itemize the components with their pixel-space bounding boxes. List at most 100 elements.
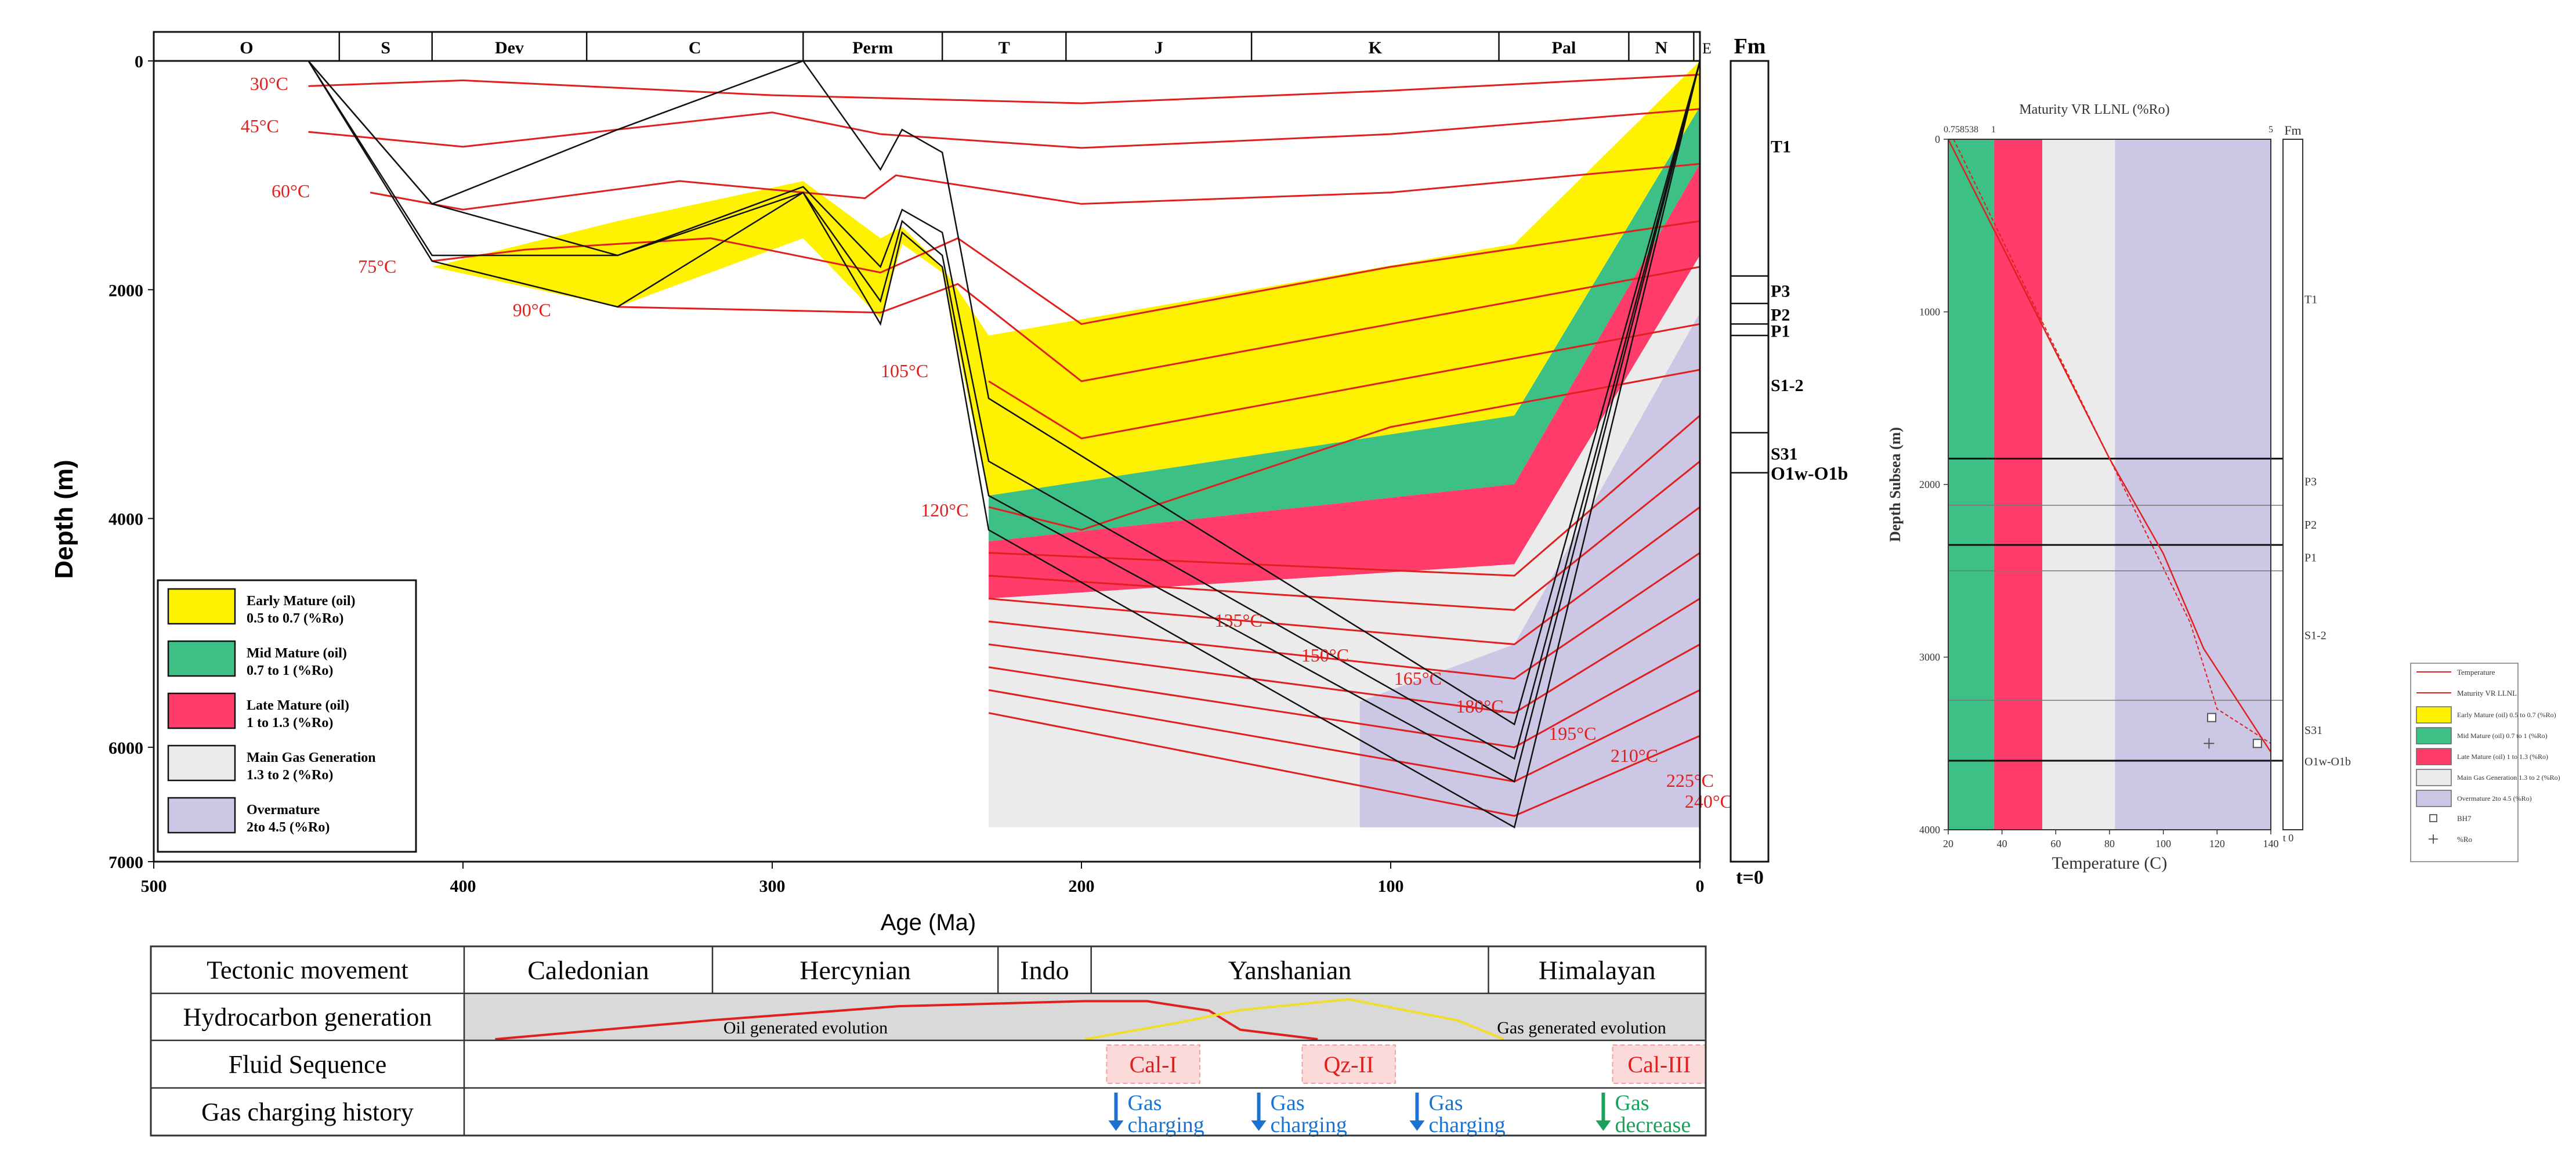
top-axis-label: 5 — [2269, 125, 2273, 135]
gas-label-line2: charging — [1428, 1113, 1505, 1137]
x-tick-label: 0 — [1696, 877, 1705, 896]
right-x-tick-label: 60 — [2050, 838, 2061, 849]
y-tick-label: 7000 — [108, 853, 143, 872]
right-formation-label-t1: T1 — [2304, 294, 2317, 306]
top-axis-label: 0.758538 — [1944, 125, 1978, 135]
x-tick-label: 200 — [1069, 877, 1095, 896]
isotherm-165c — [988, 506, 1701, 645]
isotherm-90c — [617, 266, 1701, 382]
maturity-band-early-mature — [432, 61, 1701, 496]
right-legend-label: Main Gas Generation 1.3 to 2 (%Ro) — [2457, 773, 2560, 782]
burial-curve — [307, 60, 1701, 726]
tectonic-label-yanshanian: Yanshanian — [1228, 956, 1352, 985]
isotherm-30c — [308, 74, 1701, 104]
formation-label-o1w-o1b: O1w-O1b — [1771, 463, 1848, 484]
period-label-o: O — [240, 38, 253, 57]
x-tick-label: 100 — [1378, 877, 1404, 896]
right-legend-label: Maturity VR LLNL — [2457, 689, 2517, 697]
right-formation-label-s1-2: S1-2 — [2304, 629, 2327, 642]
maturity-temperature-chart: Maturity VR LLNL (%Ro) 0.758538 1 5 20 40 60… — [1887, 102, 2560, 873]
right-x-axis: 20 40 60 80 100 120 140 — [1943, 830, 2279, 849]
formation-label-p2: P2 — [1771, 306, 1790, 325]
isotherm-label: 165°C — [1394, 668, 1442, 689]
gas-label-line2: charging — [1271, 1113, 1347, 1137]
x-axis-label: Age (Ma) — [881, 910, 976, 935]
right-band-main-gas-generation — [2042, 139, 2115, 830]
right-chart-title: Maturity VR LLNL (%Ro) — [2019, 102, 2169, 117]
isotherm-120c — [988, 368, 1701, 531]
row-label: Tectonic movement — [207, 956, 408, 985]
isotherm-105c — [988, 323, 1701, 440]
gas-arrow-head — [1409, 1120, 1425, 1131]
legend-range: 2to 4.5 (%Ro) — [247, 820, 330, 835]
period-label-t: T — [998, 38, 1010, 57]
right-y-axis-label: Depth Subsea (m) — [1887, 427, 1904, 542]
right-y-tick-label: 1000 — [1919, 306, 1940, 318]
isotherm-label: 75°C — [358, 256, 396, 277]
period-labels: O S Dev C Perm T J K Pal N E — [240, 32, 1712, 61]
right-formation-column-title: Fm — [2284, 123, 2301, 138]
y-tick-label: 0 — [135, 52, 143, 71]
x-axis: 500 400 300 200 100 0 — [141, 862, 1705, 896]
right-legend-label: %Ro — [2457, 835, 2472, 844]
period-label-n: N — [1655, 38, 1668, 57]
isotherm-label: 135°C — [1215, 610, 1262, 631]
fluid-label-cal-iii: Cal-III — [1627, 1051, 1691, 1078]
oil-curve-label: Oil generated evolution — [723, 1018, 888, 1037]
isotherm-label: 30°C — [250, 73, 288, 94]
right-legend-label: Temperature — [2457, 668, 2495, 677]
right-x-tick-label: 140 — [2263, 838, 2279, 849]
right-formation-label-p1: P1 — [2304, 551, 2317, 564]
isotherm-label: 45°C — [241, 115, 279, 136]
legend-range: 1.3 to 2 (%Ro) — [247, 768, 333, 783]
legend-swatch-main — [167, 744, 236, 782]
right-formation-label-p3: P3 — [2304, 476, 2317, 489]
right-x-tick-label: 100 — [2155, 838, 2171, 849]
right-formation-column-footer: t 0 — [2283, 832, 2294, 844]
right-band-mid-mature — [1948, 139, 1994, 830]
legend-title: Early Mature (oil) — [247, 594, 356, 609]
tectonic-label-hercynian: Hercynian — [799, 956, 911, 985]
gas-label-line1: Gas — [1615, 1091, 1649, 1115]
isotherm-150c — [989, 460, 1701, 611]
y-axis: 0 2000 4000 6000 7000 — [108, 52, 154, 872]
right-legend-label: Mid Mature (oil) 0.7 to 1 (%Ro) — [2457, 732, 2548, 740]
right-y-tick-label: 3000 — [1919, 652, 1940, 663]
isotherm-210c — [988, 643, 1701, 749]
right-formation-label-o1w-o1b: O1w-O1b — [2304, 755, 2351, 768]
period-label-k: K — [1369, 38, 1383, 57]
right-series-maturity-vr-llnl — [1953, 139, 2271, 744]
burial-curve — [307, 60, 1701, 829]
right-x-tick-label: 20 — [1943, 838, 1953, 849]
legend-swatch-early — [167, 588, 236, 625]
tectonic-label-himalayan: Himalayan — [1539, 956, 1656, 985]
plot-area: 30°C 45°C 60°C 75°C 90°C 105°C 120°C 135°C 150°C… — [153, 60, 1732, 863]
period-label-perm: Perm — [852, 38, 893, 57]
gas-arrow-head — [1108, 1120, 1124, 1131]
maturity-band-mid-mature — [989, 106, 1700, 541]
marker-box — [2207, 713, 2217, 722]
right-legend-swatch — [2416, 790, 2452, 807]
right-legend: Temperature Maturity VR LLNL Early Mature … — [2410, 663, 2560, 862]
right-y-tick-label: 2000 — [1919, 479, 1940, 490]
right-formation-column-frame — [2282, 139, 2303, 830]
right-plot-area — [1947, 139, 2303, 830]
event-table: Tectonic movement Hydrocarbon generation F… — [150, 945, 1707, 1137]
isotherm-label: 105°C — [881, 360, 928, 381]
right-y-tick-label: 4000 — [1919, 824, 1940, 836]
legend-range: 0.7 to 1 (%Ro) — [247, 663, 333, 678]
legend-swatch-mid — [167, 640, 236, 677]
right-legend-label: Early Mature (oil) 0.5 to 0.7 (%Ro) — [2457, 711, 2556, 719]
right-legend-swatch — [2416, 727, 2452, 744]
formation-label-s1-2: S1-2 — [1771, 376, 1804, 395]
right-x-axis-label: Temperature (C) — [2052, 854, 2168, 873]
formation-column-title: Fm — [1734, 34, 1766, 59]
burial-curve — [307, 60, 1701, 783]
formation-column-footer: t=0 — [1736, 867, 1764, 888]
gas-label-line1: Gas — [1271, 1091, 1305, 1115]
fluid-label-qz-ii: Qz-II — [1323, 1051, 1374, 1078]
gas-label-line2: charging — [1128, 1113, 1204, 1137]
y-tick-label: 6000 — [108, 739, 143, 758]
